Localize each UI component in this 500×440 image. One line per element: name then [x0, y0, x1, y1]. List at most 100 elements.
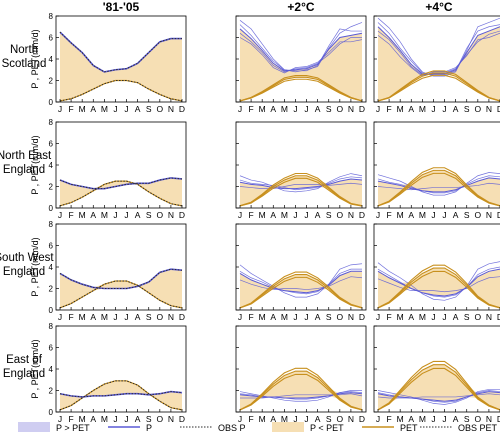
p-ensemble-line	[239, 176, 363, 191]
x-tick-label: D	[497, 312, 500, 322]
y-tick-label: 6	[49, 140, 54, 149]
p-ensemble-line	[377, 182, 500, 191]
x-tick-label: N	[348, 414, 354, 424]
y-tick-label: 2	[49, 387, 54, 396]
x-tick-label: J	[58, 104, 62, 114]
y-tick-label: 6	[49, 242, 54, 251]
p-ensemble-line	[239, 37, 363, 74]
p-lt-pet-area	[240, 28, 362, 101]
row-title: East of	[6, 354, 43, 366]
x-tick-label: A	[315, 312, 321, 322]
x-tick-label: J	[124, 104, 128, 114]
x-tick-label: A	[135, 414, 141, 424]
y-tick-label: 4	[49, 55, 54, 64]
x-tick-label: A	[90, 414, 96, 424]
p-line	[239, 28, 363, 72]
x-tick-label: N	[168, 104, 174, 114]
x-tick-label: M	[259, 210, 266, 220]
x-tick-label: F	[248, 312, 253, 322]
pet-line	[377, 364, 500, 411]
x-tick-label: O	[157, 104, 164, 114]
x-tick-label: A	[90, 210, 96, 220]
legend: P > PET P OBS P P < PET PET OBS PET	[18, 422, 498, 433]
legend-label: P < PET	[310, 423, 344, 433]
x-tick-label: J	[113, 104, 117, 114]
pet-line	[377, 169, 500, 207]
x-tick-label: N	[486, 414, 492, 424]
x-tick-label: A	[270, 312, 276, 322]
x-tick-label: J	[113, 312, 117, 322]
x-tick-label: J	[376, 414, 380, 424]
p-ensemble-line	[377, 261, 500, 301]
column-title: '81-'05	[103, 0, 140, 14]
x-tick-label: J	[124, 312, 128, 322]
x-tick-label: A	[453, 104, 459, 114]
x-tick-label: N	[348, 104, 354, 114]
y-tick-label: 8	[49, 118, 54, 127]
x-tick-label: N	[486, 210, 492, 220]
y-tick-label: 0	[49, 204, 54, 213]
x-tick-label: J	[376, 104, 380, 114]
x-tick-label: S	[326, 312, 332, 322]
x-tick-label: J	[442, 414, 446, 424]
pet-line	[239, 172, 363, 207]
y-tick-label: 2	[49, 183, 54, 192]
x-tick-label: A	[315, 414, 321, 424]
p-ensemble-line	[377, 172, 500, 196]
legend-label: P > PET	[56, 423, 90, 433]
x-tick-label: J	[304, 210, 308, 220]
p-lt-pet-area	[378, 364, 500, 410]
obs-p-line	[59, 268, 183, 289]
x-tick-label: M	[101, 210, 108, 220]
x-tick-label: A	[135, 104, 141, 114]
x-tick-label: M	[259, 104, 266, 114]
y-tick-label: 4	[49, 263, 54, 272]
x-tick-label: J	[58, 210, 62, 220]
p-lt-pet-area	[60, 177, 182, 206]
p-ensemble-line	[377, 175, 500, 194]
x-tick-label: J	[238, 210, 242, 220]
x-tick-label: J	[113, 210, 117, 220]
x-tick-label: M	[281, 210, 288, 220]
x-tick-label: D	[179, 312, 185, 322]
x-tick-label: F	[386, 104, 391, 114]
x-tick-label: A	[453, 414, 459, 424]
x-tick-label: D	[359, 210, 365, 220]
x-tick-label: M	[397, 312, 404, 322]
x-tick-label: J	[376, 210, 380, 220]
x-tick-label: M	[259, 414, 266, 424]
x-tick-label: D	[497, 104, 500, 114]
x-tick-label: S	[464, 312, 470, 322]
x-tick-label: J	[124, 414, 128, 424]
x-tick-label: M	[79, 210, 86, 220]
row-title: North	[10, 44, 38, 56]
x-tick-label: A	[408, 414, 414, 424]
x-tick-label: S	[326, 414, 332, 424]
legend-swatch	[272, 422, 304, 432]
p-ensemble-line	[377, 393, 500, 399]
p-ensemble-line	[239, 32, 362, 73]
legend-swatch	[18, 422, 50, 432]
y-tick-label: 8	[49, 12, 54, 21]
pet-line	[377, 270, 500, 309]
pet-line	[239, 78, 363, 102]
column-title: +4°C	[425, 0, 452, 14]
x-tick-label: J	[304, 414, 308, 424]
x-tick-label: J	[431, 104, 435, 114]
pet-line	[239, 74, 363, 102]
pet-line	[377, 74, 500, 102]
x-tick-label: J	[442, 210, 446, 220]
x-tick-label: O	[475, 210, 482, 220]
x-tick-label: D	[497, 414, 500, 424]
x-tick-label: J	[442, 104, 446, 114]
x-tick-label: F	[248, 104, 253, 114]
x-tick-label: M	[419, 312, 426, 322]
legend-label: OBS P	[218, 423, 246, 433]
pet-line	[239, 273, 363, 309]
x-tick-label: J	[431, 210, 435, 220]
